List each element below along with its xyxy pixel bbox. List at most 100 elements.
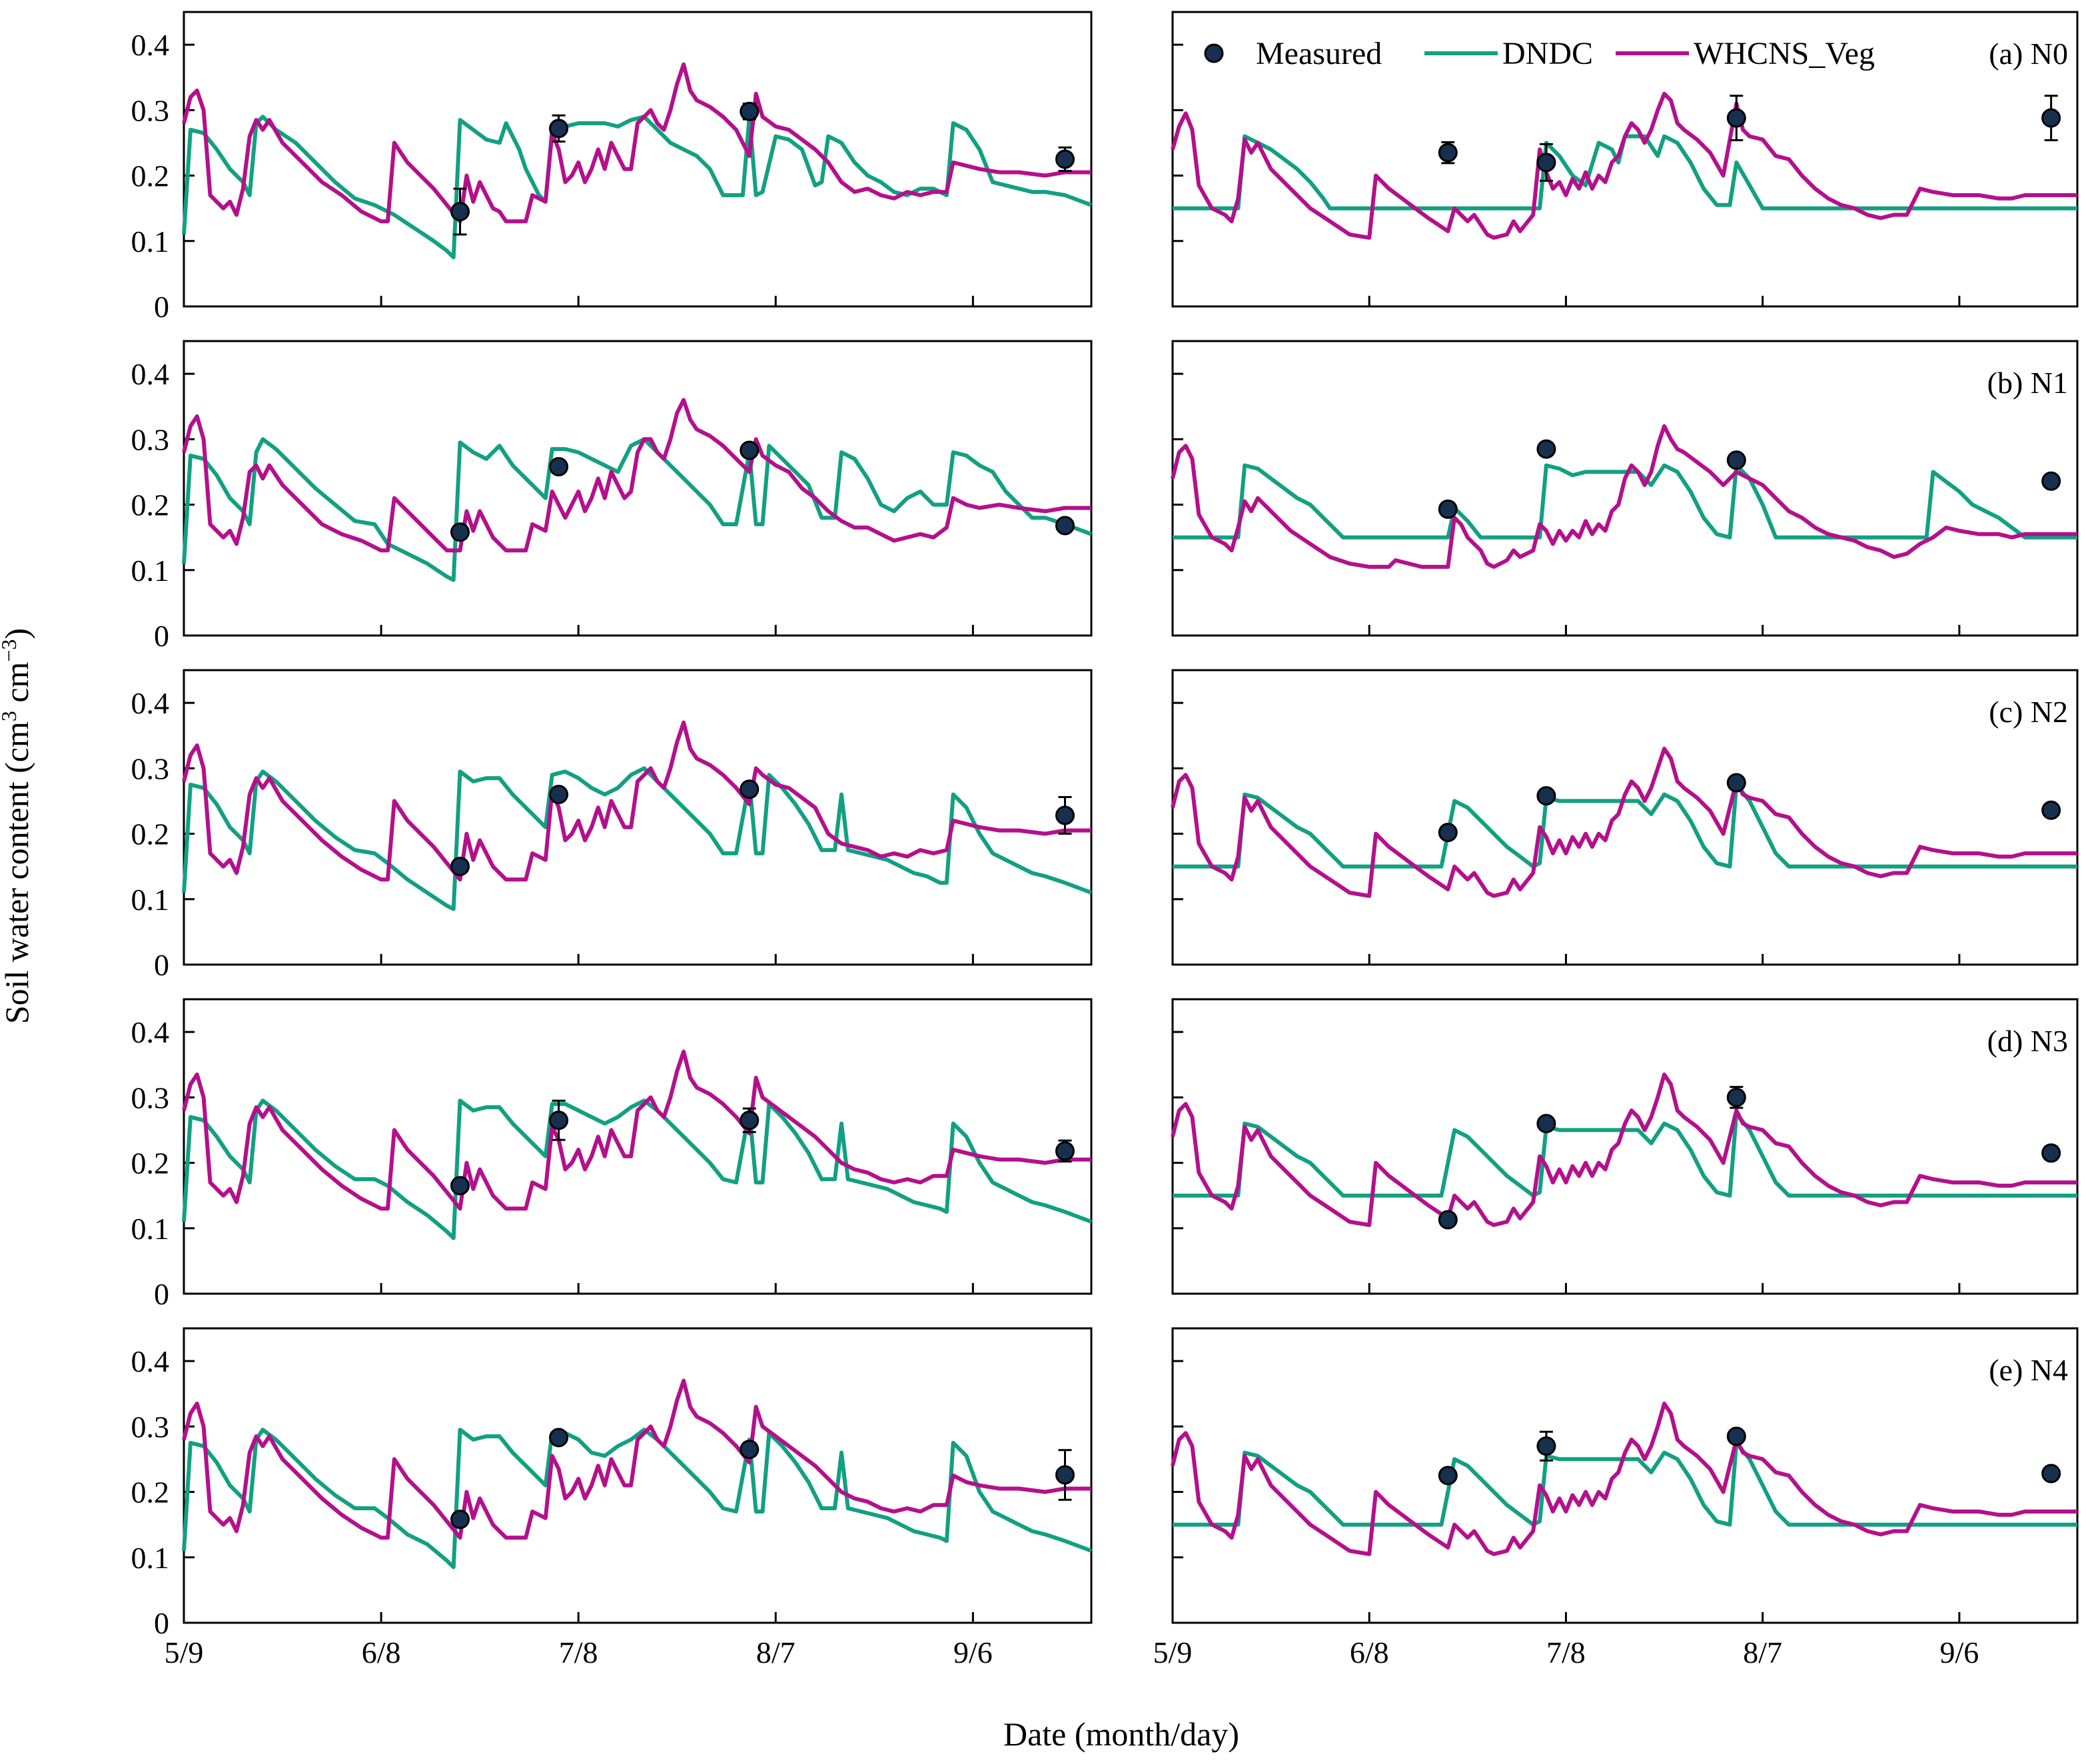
x-tick-label: 8/7 — [1743, 1635, 1782, 1669]
legend-measured-marker — [1204, 43, 1224, 63]
y-tick-label: 0.3 — [131, 422, 170, 456]
panel-2-right: (b) N1 — [1171, 340, 2079, 637]
y-tick-label: 0.4 — [131, 686, 170, 720]
panel-1-left: 0 0.1 0.2 0.3 0.4 — [131, 11, 1093, 324]
y-tick-label: 0.4 — [131, 1344, 170, 1378]
whcns-series-line — [1171, 424, 2077, 569]
measured-point — [1726, 450, 1746, 470]
plot-frame — [183, 1327, 1093, 1624]
plot-frame — [183, 340, 1093, 637]
y-tick-label: 0.1 — [131, 883, 170, 917]
plot-frame — [183, 669, 1093, 966]
measured-point — [549, 457, 569, 477]
panels-group: 0 0.1 0.2 0.3 0.4 (a) N0 0 0.1 0.2 0.3 0.4 (b) N1 0 0… — [131, 11, 2079, 1669]
x-tick-label: 9/6 — [953, 1635, 993, 1669]
measured-point — [1536, 786, 1556, 806]
panel-5-right: 5/9 6/8 7/8 8/7 9/6 (e) N4 — [1153, 1327, 2079, 1669]
dndc-series-line — [1173, 134, 2077, 211]
measured-point — [1055, 805, 1075, 825]
y-tick-label: 0.4 — [131, 357, 170, 391]
panel-label: (a) N0 — [1989, 37, 2068, 71]
plot-frame — [1171, 340, 2079, 637]
x-tick-label: 9/6 — [1939, 1635, 1979, 1669]
y-tick-label: 0 — [154, 1277, 169, 1311]
y-tick-label: 0.2 — [131, 1476, 170, 1510]
measured-point — [1055, 516, 1075, 536]
panel-label: (c) N2 — [1989, 695, 2068, 729]
measured-point — [1438, 1210, 1458, 1230]
measured-point — [1055, 1141, 1075, 1161]
whcns-series-line — [182, 1049, 1091, 1211]
measured-point — [740, 440, 760, 460]
y-tick-label: 0.1 — [131, 224, 170, 258]
whcns-series-line — [182, 1378, 1091, 1540]
y-tick-label: 0.2 — [131, 1146, 170, 1180]
measured-point — [549, 1110, 569, 1130]
y-tick-label: 0.1 — [131, 554, 170, 588]
plot-frame — [183, 998, 1093, 1295]
measured-point — [2041, 471, 2061, 491]
measured-point — [549, 1428, 569, 1448]
measured-point — [1438, 823, 1458, 843]
whcns-series-line — [1171, 1073, 2077, 1227]
y-tick-label: 0 — [154, 1606, 169, 1640]
measured-point — [2041, 1464, 2061, 1484]
whcns-series-line — [182, 720, 1091, 882]
measured-point — [2041, 108, 2061, 128]
measured-point — [1726, 1087, 1746, 1107]
measured-point — [740, 1110, 760, 1130]
measured-point — [450, 522, 470, 542]
whcns-series-line — [1171, 1402, 2077, 1556]
plot-frame — [1171, 1327, 2079, 1624]
y-tick-label: 0.3 — [131, 1410, 170, 1444]
plot-frame — [183, 11, 1093, 308]
y-tick-label: 0.2 — [131, 159, 170, 193]
measured-point — [2041, 800, 2061, 820]
panel-label: (e) N4 — [1989, 1353, 2068, 1387]
y-tick-label: 0.3 — [131, 1081, 170, 1114]
legend-measured-label: Measured — [1256, 36, 1382, 71]
panel-4-right: (d) N3 — [1171, 998, 2079, 1295]
measured-point — [1536, 1114, 1556, 1134]
panel-label: (d) N3 — [1987, 1024, 2068, 1058]
plot-frame — [1171, 11, 2079, 308]
measured-point — [1726, 773, 1746, 793]
y-tick-label: 0.4 — [131, 1015, 170, 1049]
x-tick-label: 6/8 — [362, 1635, 401, 1669]
measured-point — [450, 857, 470, 877]
x-tick-label: 7/8 — [559, 1635, 598, 1669]
measured-point — [1726, 108, 1746, 128]
measured-point — [450, 1510, 470, 1530]
dndc-series-line — [182, 766, 1093, 911]
panel-5-left: 0 0.1 0.2 0.3 0.4 5/9 6/8 7/8 8/7 9/6 — [131, 1327, 1093, 1669]
y-tick-label: 0.1 — [131, 1541, 170, 1575]
dndc-series-line — [182, 1428, 1093, 1569]
legend: Measured DNDC WHCNS_Veg — [1204, 36, 1875, 71]
x-axis-title: Date (month/day) — [1003, 1715, 1239, 1753]
y-tick-label: 0.2 — [131, 817, 170, 851]
measured-point — [1055, 149, 1075, 169]
measured-point — [1536, 439, 1556, 459]
y-tick-label: 0 — [154, 948, 169, 982]
x-tick-label: 8/7 — [756, 1635, 795, 1669]
panel-2-left: 0 0.1 0.2 0.3 0.4 — [131, 340, 1093, 653]
plot-frame — [1171, 998, 2079, 1295]
panel-1-right: (a) N0 — [1171, 11, 2079, 308]
measured-point — [1438, 499, 1458, 519]
whcns-series-line — [1171, 91, 2077, 240]
measured-point — [549, 119, 569, 139]
plot-frame — [1171, 669, 2079, 966]
y-tick-label: 0 — [154, 290, 169, 324]
panel-label: (b) N1 — [1987, 366, 2068, 400]
measured-point — [2041, 1143, 2061, 1163]
panel-4-left: 0 0.1 0.2 0.3 0.4 — [131, 998, 1093, 1311]
measured-point — [1055, 1465, 1075, 1485]
measured-point — [740, 101, 760, 121]
measured-point — [1438, 143, 1458, 163]
whcns-series-line — [182, 62, 1091, 224]
panel-3-left: 0 0.1 0.2 0.3 0.4 — [131, 669, 1093, 982]
y-axis-title: Soil water content (cm3 cm−3) — [0, 628, 35, 1024]
measured-point — [740, 779, 760, 799]
